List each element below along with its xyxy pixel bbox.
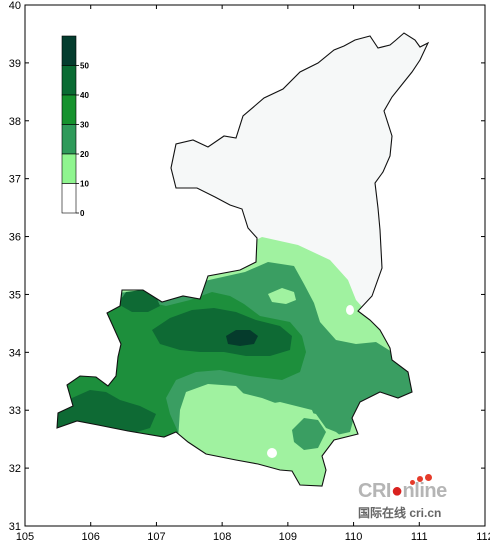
zone-0-10-spot bbox=[267, 448, 277, 458]
x-axis: 105 106 107 108 109 110 111 112 bbox=[16, 5, 490, 543]
y-tick-label: 36 bbox=[9, 232, 21, 244]
brand-cri: CRI bbox=[358, 480, 391, 502]
brand-dots-icon bbox=[410, 474, 440, 486]
legend-label: 50 bbox=[80, 62, 89, 71]
zone-0-10-spot-east bbox=[346, 305, 354, 315]
y-tick-label: 33 bbox=[9, 405, 21, 417]
legend-label: 40 bbox=[80, 91, 89, 100]
y-tick-label: 31 bbox=[9, 521, 21, 533]
x-tick-label: 110 bbox=[345, 531, 363, 543]
zone-10-20-spot bbox=[214, 402, 248, 418]
y-tick-label: 37 bbox=[9, 174, 21, 186]
y-tick-label: 32 bbox=[9, 463, 21, 475]
y-tick-label: 35 bbox=[9, 289, 21, 301]
x-tick-label: 111 bbox=[411, 531, 428, 543]
y-tick-label: 34 bbox=[9, 347, 21, 359]
zone-50-plus bbox=[226, 330, 258, 346]
legend-label: 0 bbox=[80, 209, 85, 218]
legend-label: 30 bbox=[80, 121, 89, 130]
brand-o-icon: ● bbox=[390, 480, 403, 502]
zone-20-30-southeast bbox=[292, 418, 326, 450]
x-tick-label: 112 bbox=[476, 531, 490, 543]
legend-colorbar: 50 40 30 20 10 0 bbox=[61, 35, 89, 218]
y-tick-label: 40 bbox=[9, 0, 21, 12]
brand-caption: 国际在线 cri.cn bbox=[358, 506, 442, 520]
x-tick-label: 107 bbox=[147, 531, 165, 543]
legend-label: 20 bbox=[80, 150, 89, 159]
legend-swatch bbox=[61, 183, 77, 214]
x-tick-label: 106 bbox=[82, 531, 100, 543]
y-tick-label: 38 bbox=[9, 116, 21, 128]
legend-swatch bbox=[61, 35, 77, 66]
legend-swatch bbox=[61, 65, 77, 96]
y-axis: 40 39 38 37 36 35 34 33 32 31 bbox=[9, 0, 485, 533]
zone-40-50 bbox=[152, 308, 292, 356]
legend-label: 10 bbox=[80, 180, 89, 189]
zone-10-20-inner bbox=[268, 288, 296, 304]
x-tick-label: 108 bbox=[213, 531, 231, 543]
plot-frame bbox=[24, 4, 486, 527]
zone-40-50-northwest bbox=[118, 290, 160, 312]
legend-swatch bbox=[61, 124, 77, 155]
x-tick-label: 109 bbox=[279, 531, 297, 543]
legend-swatch bbox=[61, 153, 77, 184]
y-tick-label: 39 bbox=[9, 58, 21, 70]
legend-swatch bbox=[61, 94, 77, 125]
watermark-logo: CRI●nline 国际在线 cri.cn bbox=[358, 474, 470, 524]
x-tick-label: 105 bbox=[16, 531, 34, 543]
brand-nline: nline bbox=[402, 480, 448, 502]
